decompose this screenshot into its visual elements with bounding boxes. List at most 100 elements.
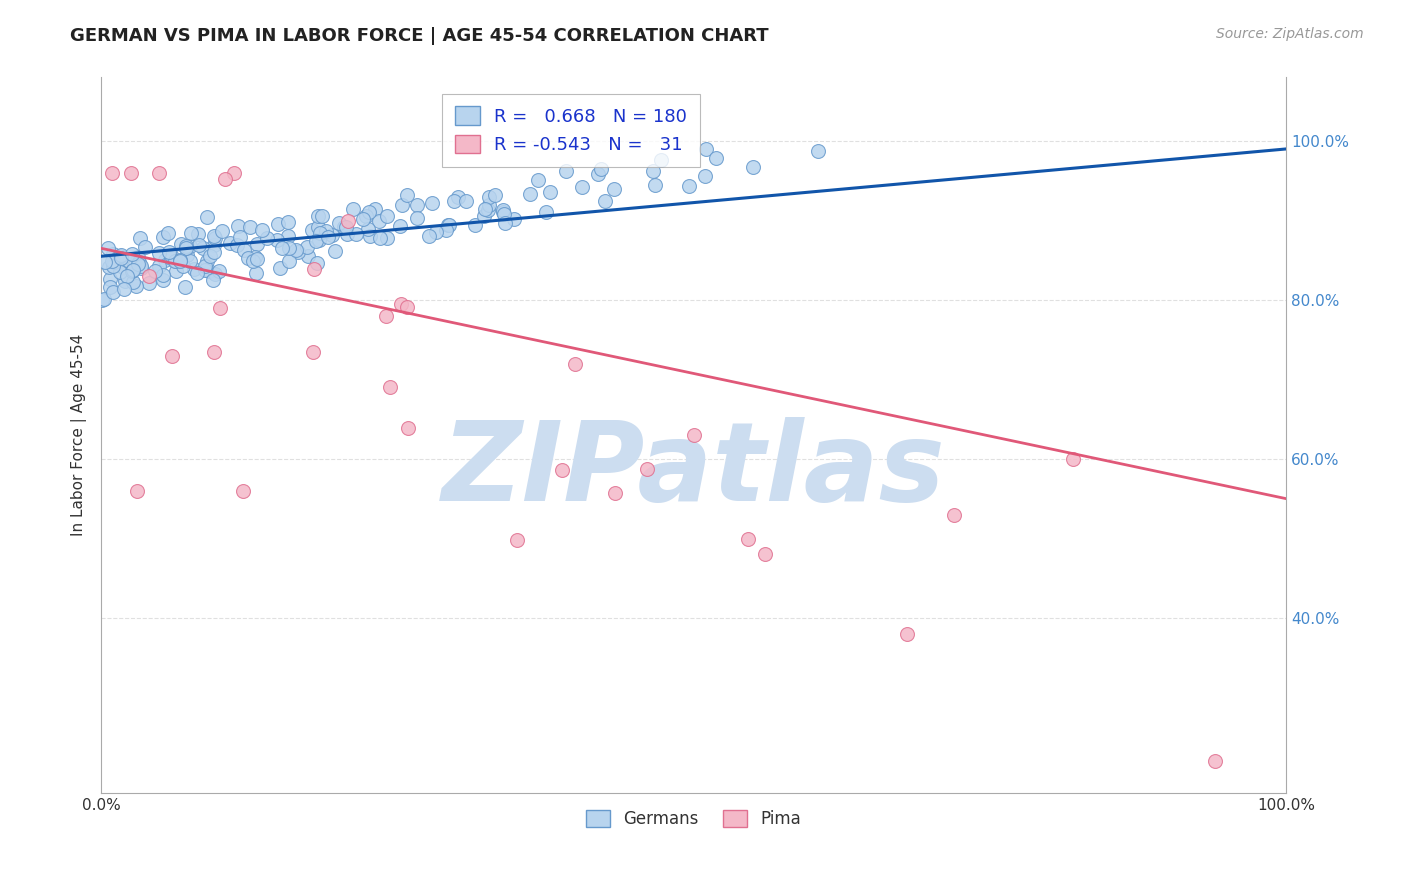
Point [352,211,374,226]
Point [405,198,427,212]
Point [176,241,198,255]
Point [169,254,191,268]
Point [277,241,299,255]
Point [232,243,254,257]
Point [301,223,323,237]
Point [193,259,215,273]
Point [641,164,664,178]
Point [236,252,259,266]
Point [101,259,124,273]
Point [589,162,612,177]
Point [97,241,120,255]
Point [519,186,541,201]
Point [180,226,202,240]
Point [208,301,231,315]
Point [226,219,249,234]
Point [143,264,166,278]
Point [127,250,149,264]
Point [333,220,356,235]
Point [336,227,359,241]
Point [239,219,262,234]
Point [367,213,389,227]
Point [295,240,318,254]
Point [163,253,186,268]
Point [124,259,146,273]
Point [302,261,325,276]
Point [183,262,205,277]
Point [266,233,288,247]
Point [494,206,516,220]
Point [271,241,294,255]
Point [191,241,214,255]
Point [201,272,224,286]
Point [250,222,273,236]
Point [165,254,187,268]
Point [434,223,457,237]
Point [148,259,170,273]
Point [896,626,918,640]
Point [389,296,412,310]
Point [492,203,515,218]
Point [447,190,470,204]
Point [336,213,359,227]
Point [328,216,350,230]
Point [101,253,124,268]
Point [443,194,465,208]
Point [202,229,225,244]
Point [222,166,245,180]
Text: ZIPatlas: ZIPatlas [441,417,945,524]
Point [380,380,402,394]
Point [152,230,174,244]
Point [103,255,125,269]
Point [138,269,160,284]
Point [478,198,501,212]
Point [593,194,616,209]
Point [644,178,666,192]
Point [160,349,183,363]
Point [121,264,143,278]
Point [98,272,121,286]
Point [682,428,704,442]
Point [420,196,443,211]
Point [122,263,145,277]
Point [157,226,180,240]
Point [170,236,193,251]
Point [110,248,132,262]
Point [678,178,700,193]
Point [806,144,828,158]
Point [943,508,966,522]
Point [129,261,152,276]
Point [120,166,142,180]
Point [307,220,329,235]
Point [127,256,149,270]
Point [551,463,574,477]
Point [232,483,254,498]
Point [388,219,411,233]
Point [344,227,367,241]
Point [323,244,346,258]
Point [506,533,529,548]
Point [1204,754,1226,768]
Point [474,202,496,217]
Point [125,483,148,498]
Point [246,237,269,252]
Point [333,219,356,234]
Point [321,228,343,243]
Point [269,260,291,275]
Point [157,244,180,259]
Point [477,203,499,218]
Point [128,254,150,268]
Point [101,246,124,260]
Point [305,256,328,270]
Point [308,233,330,247]
Point [256,231,278,245]
Point [148,166,170,180]
Point [202,244,225,259]
Point [297,249,319,263]
Point [229,229,252,244]
Point [152,273,174,287]
Point [395,301,418,315]
Point [98,279,121,293]
Point [307,209,329,223]
Point [704,151,727,165]
